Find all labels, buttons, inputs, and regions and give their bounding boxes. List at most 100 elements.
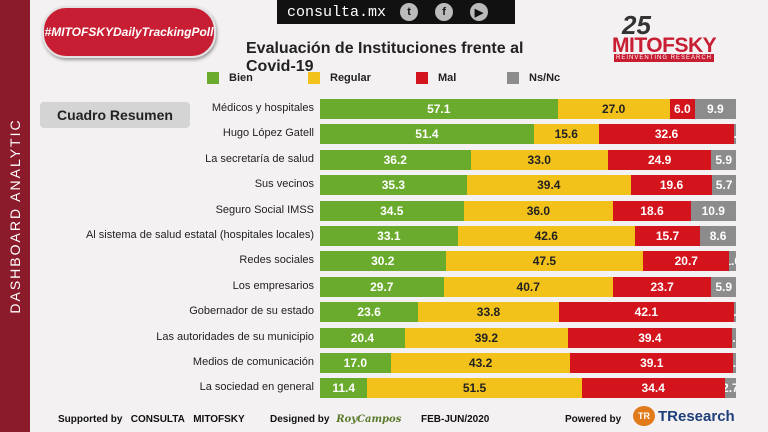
logo-number: 25 (622, 10, 651, 40)
category-label: Médicos y hospitales (211, 102, 314, 114)
data-label: 1.6 (729, 254, 736, 269)
legend-swatch-nsnc (507, 72, 519, 84)
supported-label: Supported by (58, 414, 123, 425)
bar-segment-mal: 6.0 (669, 99, 695, 119)
bar-segment-mal: 15.7 (634, 226, 701, 246)
designed-label: Designed by (270, 414, 330, 425)
bar-segment-bien: 29.7 (320, 276, 444, 297)
data-label: 9.9 (707, 102, 724, 116)
chart-title: Evaluación de Instituciones frente al Co… (246, 40, 524, 75)
bar-segment-nsnc: 1.6 (729, 251, 736, 272)
legend-mal: Mal (416, 72, 456, 84)
bar-segment-nsnc: 5.9 (711, 149, 736, 170)
bar-segment-nsnc: 5.9 (711, 276, 736, 297)
data-label: 23.7 (650, 279, 674, 294)
bar-segment-regular: 33.0 (470, 149, 608, 170)
bar-segment-nsnc: 10.9 (690, 200, 736, 221)
data-label: 42.1 (634, 305, 659, 320)
data-label: 18.6 (640, 203, 664, 218)
bar-segment-regular: 51.5 (367, 378, 582, 399)
bar-segment-mal: 20.7 (643, 251, 730, 272)
legend-swatch-bien (207, 72, 219, 84)
data-label: 33.0 (527, 152, 551, 167)
youtube-icon[interactable]: ▶ (470, 3, 489, 21)
data-label: 39.4 (638, 330, 662, 345)
data-label: 1.0 (732, 330, 736, 345)
data-label: 20.4 (350, 330, 375, 345)
category-label: Los empresarios (232, 279, 314, 292)
category-label: Seguro Social IMSS (215, 203, 314, 216)
bar-segment-regular: 39.2 (404, 327, 568, 348)
bar-segment-mal: 39.4 (567, 327, 732, 348)
legend-label: Bien (229, 72, 253, 84)
data-label: 32.6 (654, 127, 679, 142)
data-label: 17.0 (343, 356, 368, 370)
data-label: 39.2 (474, 330, 499, 345)
data-label: 0.5 (734, 305, 736, 319)
footer-designed: Designed by RoyCampos (270, 414, 401, 425)
data-label: 33.8 (476, 305, 501, 320)
sidebar-title: DASHBOARD ANALYTIC (7, 118, 23, 314)
data-label: 35.3 (381, 178, 406, 193)
hashtag-badge: #MITOFSKYDailyTrackingPoll (42, 6, 216, 58)
category-label: Redes sociales (239, 254, 314, 267)
data-label: 19.6 (659, 178, 684, 193)
category-label: Al sistema de salud estatal (hospitales … (85, 229, 314, 241)
footer-period: FEB-JUN/2020 (421, 414, 490, 425)
data-label: 36.0 (526, 203, 551, 218)
legend-regular: Regular (308, 72, 371, 84)
data-label: 5.7 (715, 178, 733, 193)
data-label: 8.6 (709, 229, 727, 243)
twitter-icon[interactable]: t (400, 3, 419, 21)
data-label: 51.5 (462, 381, 487, 396)
bar-segment-nsnc: 8.6 (700, 226, 736, 246)
bar-segment-mal: 39.1 (570, 353, 734, 373)
data-label: 0.4 (734, 127, 736, 141)
bar-segment-nsnc: 5.7 (712, 175, 736, 196)
data-label: 5.9 (715, 152, 733, 167)
data-label: 15.7 (655, 229, 680, 243)
data-label: 20.7 (674, 254, 698, 269)
data-label: 34.4 (641, 381, 665, 396)
data-label: 57.1 (427, 102, 451, 116)
category-label: Gobernador de su estado (189, 305, 314, 318)
data-label: 11.4 (332, 381, 356, 396)
data-label: 2.7 (724, 381, 736, 396)
bar-segment-nsnc: 0.4 (734, 124, 736, 145)
data-label: 29.7 (370, 279, 394, 294)
bar-segment-bien: 57.1 (320, 99, 558, 119)
data-label: 15.6 (554, 127, 578, 142)
footer-powered: Powered by (565, 414, 622, 425)
designer-signature: RoyCampos (336, 414, 402, 425)
data-label: 24.9 (647, 152, 672, 167)
bar-segment-nsnc: 0.5 (733, 302, 736, 323)
bar-segment-bien: 34.5 (320, 200, 464, 221)
facebook-icon[interactable]: f (435, 3, 454, 21)
legend-label: Ns/Nc (529, 72, 561, 84)
bar-segment-regular: 36.0 (463, 200, 614, 221)
category-label: Hugo López Gatell (222, 127, 314, 140)
legend-swatch-regular (308, 72, 320, 84)
site-link[interactable]: consulta.mx (287, 3, 387, 21)
bar-segment-bien: 17.0 (320, 353, 391, 373)
tresearch-name: TResearch (658, 407, 735, 425)
category-label: La sociedad en general (199, 381, 314, 394)
data-label: 34.5 (380, 203, 404, 218)
data-label: 5.9 (715, 279, 733, 294)
bar-segment-regular: 40.7 (443, 276, 613, 297)
data-label: 47.5 (532, 254, 557, 269)
data-label: 39.4 (537, 178, 561, 193)
category-label: La secretaría de salud (205, 152, 314, 165)
tresearch-icon: TR (633, 406, 655, 426)
logo-tagline: REINVENTING RESEARCH (614, 54, 714, 62)
consulta-label: CONSULTA (130, 414, 185, 425)
data-label: 42.6 (534, 229, 558, 243)
bar-segment-bien: 20.4 (320, 327, 405, 348)
mitofsky-logo: 25 MITOFSKY REINVENTING RESEARCH (612, 10, 717, 62)
bar-segment-regular: 39.4 (466, 175, 631, 196)
bar-segment-regular: 43.2 (390, 353, 571, 373)
data-label: 6.0 (673, 102, 691, 116)
sidebar: DASHBOARD ANALYTIC (0, 0, 30, 432)
mitofsky-label: MITOFSKY (193, 414, 245, 425)
data-label: 40.7 (516, 279, 540, 294)
